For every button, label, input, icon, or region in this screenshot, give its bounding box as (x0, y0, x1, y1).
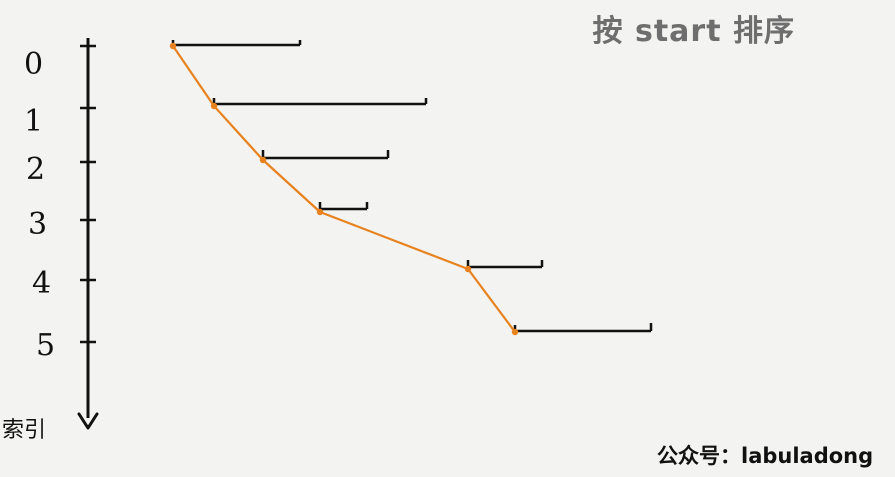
interval-5 (513, 323, 653, 333)
interval-2 (261, 150, 390, 160)
interval-3 (318, 202, 369, 211)
index-label-3: 3 (28, 207, 48, 242)
watermark-text: 公众号：labuladong (657, 444, 874, 468)
index-label-2: 2 (26, 152, 46, 187)
start-point-2 (259, 156, 267, 164)
index-label-5: 5 (36, 328, 56, 363)
start-path (172, 45, 516, 333)
start-point-5 (511, 328, 519, 336)
index-label-1: 1 (24, 104, 44, 139)
axis-arrowhead (77, 412, 99, 430)
start-point-0 (169, 42, 177, 50)
interval-4 (466, 260, 544, 269)
start-point-4 (464, 265, 472, 273)
diagram-title: 按 start 排序 (592, 14, 795, 49)
interval-1 (212, 98, 428, 106)
index-label-4: 4 (32, 266, 52, 301)
start-point-3 (316, 208, 324, 216)
interval-0 (171, 40, 302, 47)
start-point-1 (210, 102, 218, 110)
axis-label-index: 索引 (2, 418, 47, 443)
index-label-0: 0 (24, 47, 44, 82)
